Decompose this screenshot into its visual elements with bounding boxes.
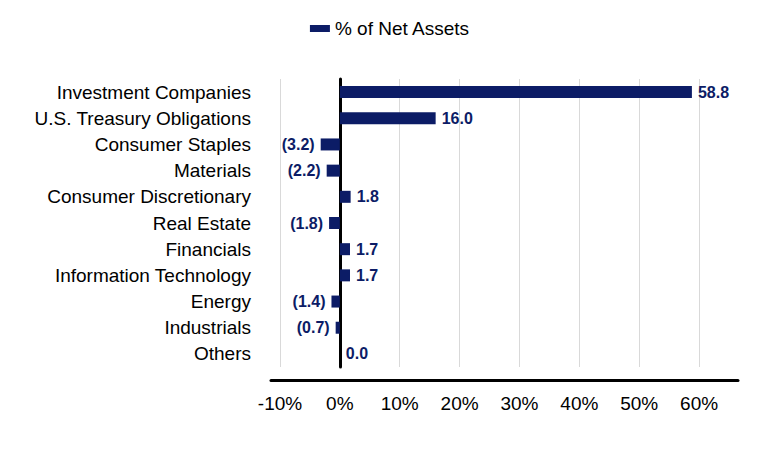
svg-text:(1.8): (1.8) <box>290 215 323 232</box>
svg-text:(2.2): (2.2) <box>288 162 321 179</box>
svg-text:Real Estate: Real Estate <box>153 213 251 234</box>
svg-text:Energy: Energy <box>191 291 252 312</box>
svg-text:50%: 50% <box>620 393 658 414</box>
svg-text:% of Net Assets: % of Net Assets <box>335 18 469 39</box>
svg-text:60%: 60% <box>680 393 718 414</box>
svg-text:16.0: 16.0 <box>442 110 473 127</box>
svg-text:Investment Companies: Investment Companies <box>57 82 251 103</box>
svg-text:0%: 0% <box>326 393 354 414</box>
svg-text:Materials: Materials <box>174 160 251 181</box>
svg-text:40%: 40% <box>560 393 598 414</box>
svg-text:1.7: 1.7 <box>356 267 378 284</box>
svg-text:Information Technology: Information Technology <box>55 265 252 286</box>
svg-text:Consumer Discretionary: Consumer Discretionary <box>47 186 251 207</box>
svg-text:58.8: 58.8 <box>698 84 729 101</box>
svg-text:U.S. Treasury Obligations: U.S. Treasury Obligations <box>35 108 251 129</box>
svg-text:Consumer Staples: Consumer Staples <box>95 134 251 155</box>
svg-text:Financials: Financials <box>165 239 251 260</box>
svg-text:(3.2): (3.2) <box>282 136 315 153</box>
svg-text:Others: Others <box>194 343 251 364</box>
svg-text:Industrials: Industrials <box>164 317 251 338</box>
svg-text:1.7: 1.7 <box>356 241 378 258</box>
svg-text:0.0: 0.0 <box>346 345 368 362</box>
svg-text:30%: 30% <box>500 393 538 414</box>
svg-text:20%: 20% <box>441 393 479 414</box>
svg-text:(1.4): (1.4) <box>293 293 326 310</box>
svg-text:1.8: 1.8 <box>357 188 379 205</box>
svg-text:10%: 10% <box>381 393 419 414</box>
svg-text:(0.7): (0.7) <box>297 319 330 336</box>
svg-text:-10%: -10% <box>258 393 302 414</box>
